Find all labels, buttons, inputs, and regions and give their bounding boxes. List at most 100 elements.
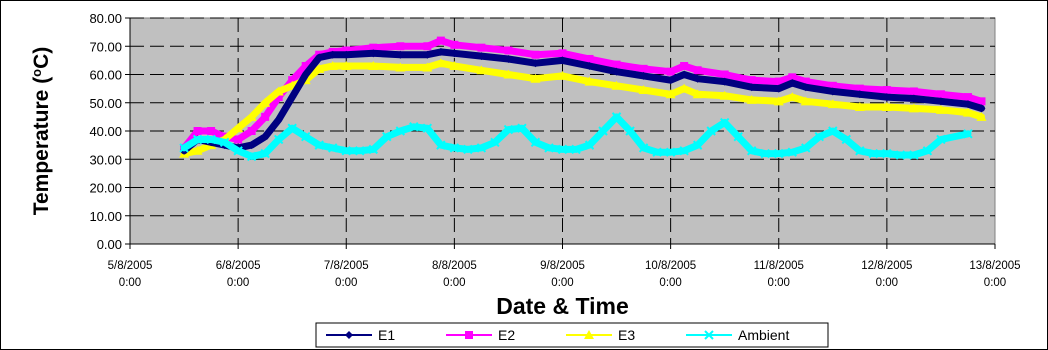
- data-point: [396, 42, 405, 51]
- data-point-stroke: [787, 147, 797, 157]
- data-point: [882, 93, 891, 102]
- data-point: [895, 150, 906, 160]
- data-point: [747, 76, 756, 85]
- data-point-stroke: [355, 146, 365, 156]
- data-point: [665, 89, 676, 99]
- y-tick-label: 50.00: [89, 96, 122, 111]
- data-point: [976, 111, 987, 121]
- data-point: [963, 129, 973, 139]
- data-point: [345, 331, 353, 339]
- y-axis-title-main: Temperature (: [30, 77, 53, 215]
- data-point-stroke: [328, 143, 338, 153]
- data-point: [328, 50, 337, 59]
- data-point: [261, 132, 270, 141]
- data-point: [463, 144, 473, 155]
- data-point: [423, 42, 432, 51]
- data-point: [246, 151, 257, 162]
- data-point: [503, 69, 514, 79]
- data-point-stroke: [273, 134, 284, 145]
- data-point: [206, 134, 216, 145]
- data-point: [828, 126, 838, 136]
- data-point: [909, 94, 918, 103]
- data-point: [774, 148, 784, 159]
- data-point: [314, 140, 324, 150]
- data-point-stroke: [449, 143, 460, 153]
- data-point: [517, 123, 527, 133]
- data-point-stroke: [638, 143, 649, 153]
- y-tick-label: 60.00: [89, 68, 122, 83]
- data-point-stroke: [246, 151, 257, 162]
- data-point: [665, 147, 676, 157]
- x-tick-label-date: 13/8/2005: [969, 260, 1020, 272]
- data-point: [557, 144, 568, 155]
- data-point: [341, 146, 351, 156]
- x-tick-label-date: 10/8/2005: [645, 260, 696, 272]
- data-point: [692, 140, 703, 150]
- data-point-stroke: [704, 330, 714, 340]
- data-point-stroke: [179, 143, 189, 153]
- data-point: [612, 60, 621, 69]
- x-tick-label-date: 12/8/2005: [861, 260, 912, 272]
- data-point-stroke: [868, 148, 879, 159]
- x-tick-label-date: 5/8/2005: [108, 260, 153, 272]
- data-point: [773, 96, 784, 106]
- x-tick-label-time: 0:00: [659, 277, 681, 289]
- data-point: [908, 103, 919, 113]
- data-point: [680, 62, 689, 71]
- data-point: [692, 89, 703, 99]
- data-point: [450, 40, 459, 49]
- data-point: [368, 61, 379, 71]
- data-point: [963, 100, 972, 109]
- data-point-stroke: [814, 131, 825, 142]
- data-point: [449, 61, 460, 71]
- data-point-stroke: [584, 140, 595, 150]
- data-point: [801, 83, 810, 92]
- data-point-stroke: [436, 140, 446, 150]
- data-point: [612, 67, 621, 76]
- legend-label: Ambient: [738, 327, 789, 343]
- data-point: [704, 330, 714, 340]
- data-point: [179, 143, 189, 153]
- data-point: [261, 112, 270, 121]
- data-point: [288, 93, 297, 102]
- data-point: [328, 143, 338, 153]
- data-point-stroke: [963, 129, 973, 139]
- y-tick-label: 40.00: [89, 124, 122, 139]
- data-point: [855, 146, 865, 156]
- data-point: [327, 61, 338, 71]
- data-point: [530, 73, 541, 83]
- data-point: [788, 73, 797, 82]
- data-point-stroke: [706, 126, 716, 136]
- data-point-stroke: [625, 126, 635, 136]
- data-point-stroke: [395, 126, 406, 136]
- data-point-stroke: [300, 131, 311, 142]
- data-point: [436, 140, 446, 150]
- x-tick-label-time: 0:00: [876, 277, 898, 289]
- data-point: [503, 124, 514, 135]
- data-point: [449, 143, 460, 153]
- data-point: [720, 70, 729, 79]
- data-point: [760, 148, 770, 159]
- data-point: [219, 137, 230, 148]
- data-point-stroke: [287, 123, 297, 133]
- data-point: [585, 54, 594, 63]
- data-point: [679, 146, 689, 156]
- data-point: [828, 81, 837, 90]
- data-point-stroke: [206, 134, 216, 145]
- data-point-stroke: [692, 140, 703, 150]
- data-point: [193, 127, 202, 135]
- data-point: [638, 143, 649, 153]
- data-point: [666, 76, 675, 85]
- data-point: [693, 66, 702, 75]
- y-tick-label: 70.00: [89, 39, 122, 54]
- data-point: [639, 64, 648, 73]
- data-point-stroke: [530, 137, 541, 148]
- data-point: [936, 134, 946, 145]
- data-point-stroke: [463, 144, 473, 155]
- data-point: [260, 97, 271, 107]
- data-point: [935, 104, 946, 114]
- data-point: [746, 94, 757, 104]
- data-point: [274, 93, 283, 102]
- x-tick-label-date: 8/8/2005: [432, 260, 477, 272]
- data-point: [395, 62, 406, 72]
